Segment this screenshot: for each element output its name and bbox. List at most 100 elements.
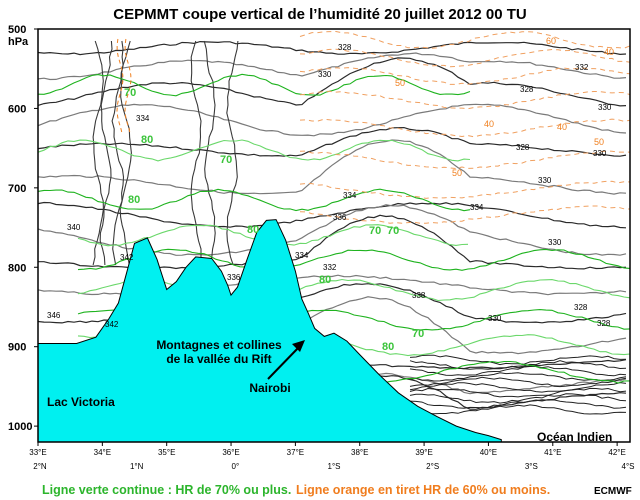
rh-high-label: 70 — [220, 154, 232, 166]
rh-low-line — [299, 90, 631, 110]
rh-high-label: 80 — [319, 274, 331, 286]
isentrope — [409, 360, 627, 370]
longitude-axis: 33°E 34°E 35°E 36°E 37°E 38°E 39°E 40°E 41°E 42°E — [29, 442, 626, 457]
isentrope — [409, 354, 627, 366]
isentrope — [37, 57, 627, 107]
isentrope-label: 334 — [295, 251, 309, 260]
footer-orange-legend: Ligne orange en tiret HR de 60% ou moins… — [296, 483, 551, 497]
isentrope-label: 336 — [333, 213, 347, 222]
y-tick-label: 600 — [8, 103, 26, 115]
rh-high-label: 80 — [382, 341, 394, 353]
isentrope — [409, 376, 627, 388]
lon-tick-label: 38°E — [351, 448, 368, 457]
isentrope — [226, 40, 239, 266]
rh-low-line — [299, 118, 631, 138]
isentrope-label: 328 — [520, 85, 534, 94]
isentrope-label: 334 — [470, 203, 484, 212]
rh-high-label: 70 — [412, 328, 424, 340]
isentrope — [119, 40, 132, 266]
isentrope — [92, 40, 104, 266]
isentrope-label: 328 — [574, 303, 588, 312]
rh-low-line — [299, 67, 631, 85]
rh-low-label: 40 — [604, 47, 614, 57]
lat-tick-label: 0° — [232, 462, 240, 471]
lat-tick-label: 1°N — [130, 462, 144, 471]
rh-low-label: 40 — [484, 119, 494, 129]
lon-tick-label: 39°E — [415, 448, 432, 457]
isentrope-label: 330 — [598, 103, 612, 112]
rh-high-line — [37, 188, 471, 212]
isentrope-label: 332 — [323, 263, 337, 272]
y-tick-label: 900 — [8, 342, 26, 354]
rh-high-line — [37, 139, 471, 162]
lon-tick-label: 37°E — [287, 448, 304, 457]
rift-label-line-2: de la vallée du Rift — [166, 352, 271, 366]
rh-low-line — [116, 38, 124, 136]
isentrope-label: 342 — [120, 253, 134, 262]
y-axis-unit: hPa — [8, 36, 29, 48]
rh-high-label: 70 — [124, 87, 136, 99]
isentrope — [37, 126, 627, 157]
rh-low-label: 50 — [594, 137, 604, 147]
rh-low-line — [299, 48, 631, 68]
contour-labels: 328 330 328 332 330 328 330 330 334 336 338 330 330 3… — [47, 36, 614, 353]
terrain-layer — [37, 219, 502, 443]
isentrope — [410, 404, 627, 415]
isentrope-label: 346 — [47, 311, 61, 320]
isentrope-label: 330 — [488, 314, 502, 323]
rh-low-label: 40 — [557, 122, 567, 132]
isentrope-label: 332 — [575, 63, 589, 72]
rh-high-line — [37, 73, 471, 97]
pressure-axis: 500 600 700 800 900 1000 hPa — [8, 24, 38, 433]
lat-tick-label: 2°S — [426, 462, 439, 471]
rh-high-label: 70 — [387, 225, 399, 237]
y-tick-label: 700 — [8, 183, 26, 195]
nairobi-arrow-shaft — [267, 345, 301, 380]
isentrope — [409, 393, 627, 404]
lon-tick-label: 42°E — [608, 448, 625, 457]
isentrope — [37, 201, 627, 229]
isentrope-label: 328 — [516, 143, 530, 152]
chart-title: CEPMMT coupe vertical de l’humidité 20 j… — [113, 6, 527, 23]
latitude-axis: 2°N 1°N 0° 1°S 2°S 3°S 4°S — [33, 462, 634, 471]
isentrope-label: 340 — [67, 223, 81, 232]
nairobi-arrow-head — [292, 340, 305, 352]
isentrope — [409, 382, 627, 393]
rh-low-label: 60 — [546, 36, 556, 46]
rh-low-label: 50 — [395, 78, 405, 88]
ocean-indien-label: Océan Indien — [537, 430, 612, 444]
rift-label-line-1: Montagnes et collines — [156, 338, 282, 352]
isentrope — [37, 103, 627, 137]
rh-high-label: 70 — [369, 225, 381, 237]
rh-low-line — [299, 180, 631, 199]
rh-high-label: 80 — [141, 134, 153, 146]
lon-tick-label: 40°E — [480, 448, 497, 457]
lac-victoria-label: Lac Victoria — [47, 395, 115, 409]
lon-tick-label: 35°E — [158, 448, 175, 457]
rh-low-line — [299, 30, 631, 49]
isentrope-label: 334 — [136, 114, 150, 123]
isentrope-label: 328 — [597, 319, 611, 328]
isentrope-label: 330 — [548, 238, 562, 247]
rh-low-line — [299, 150, 630, 170]
rh-low-line — [124, 38, 132, 136]
isentrope-label: 342 — [105, 320, 119, 329]
isentrope-label: 336 — [227, 273, 241, 282]
lon-tick-label: 36°E — [222, 448, 239, 457]
isentrope-label: 338 — [412, 291, 426, 300]
ecmwf-credit: ECMWF — [594, 486, 632, 497]
y-tick-label: 500 — [8, 24, 26, 36]
rh-high-line — [77, 278, 631, 302]
rh-low-label: 50 — [452, 168, 462, 178]
lon-tick-label: 33°E — [29, 448, 46, 457]
lat-tick-label: 3°S — [525, 462, 538, 471]
rh-high-label: 80 — [128, 194, 140, 206]
lat-tick-label: 2°N — [33, 462, 47, 471]
isentrope — [409, 365, 627, 377]
isentrope-label: 330 — [318, 70, 332, 79]
isentrope — [409, 387, 627, 398]
isentrope-label: 328 — [338, 43, 352, 52]
terrain-profile — [37, 219, 502, 443]
y-tick-label: 1000 — [8, 421, 32, 433]
